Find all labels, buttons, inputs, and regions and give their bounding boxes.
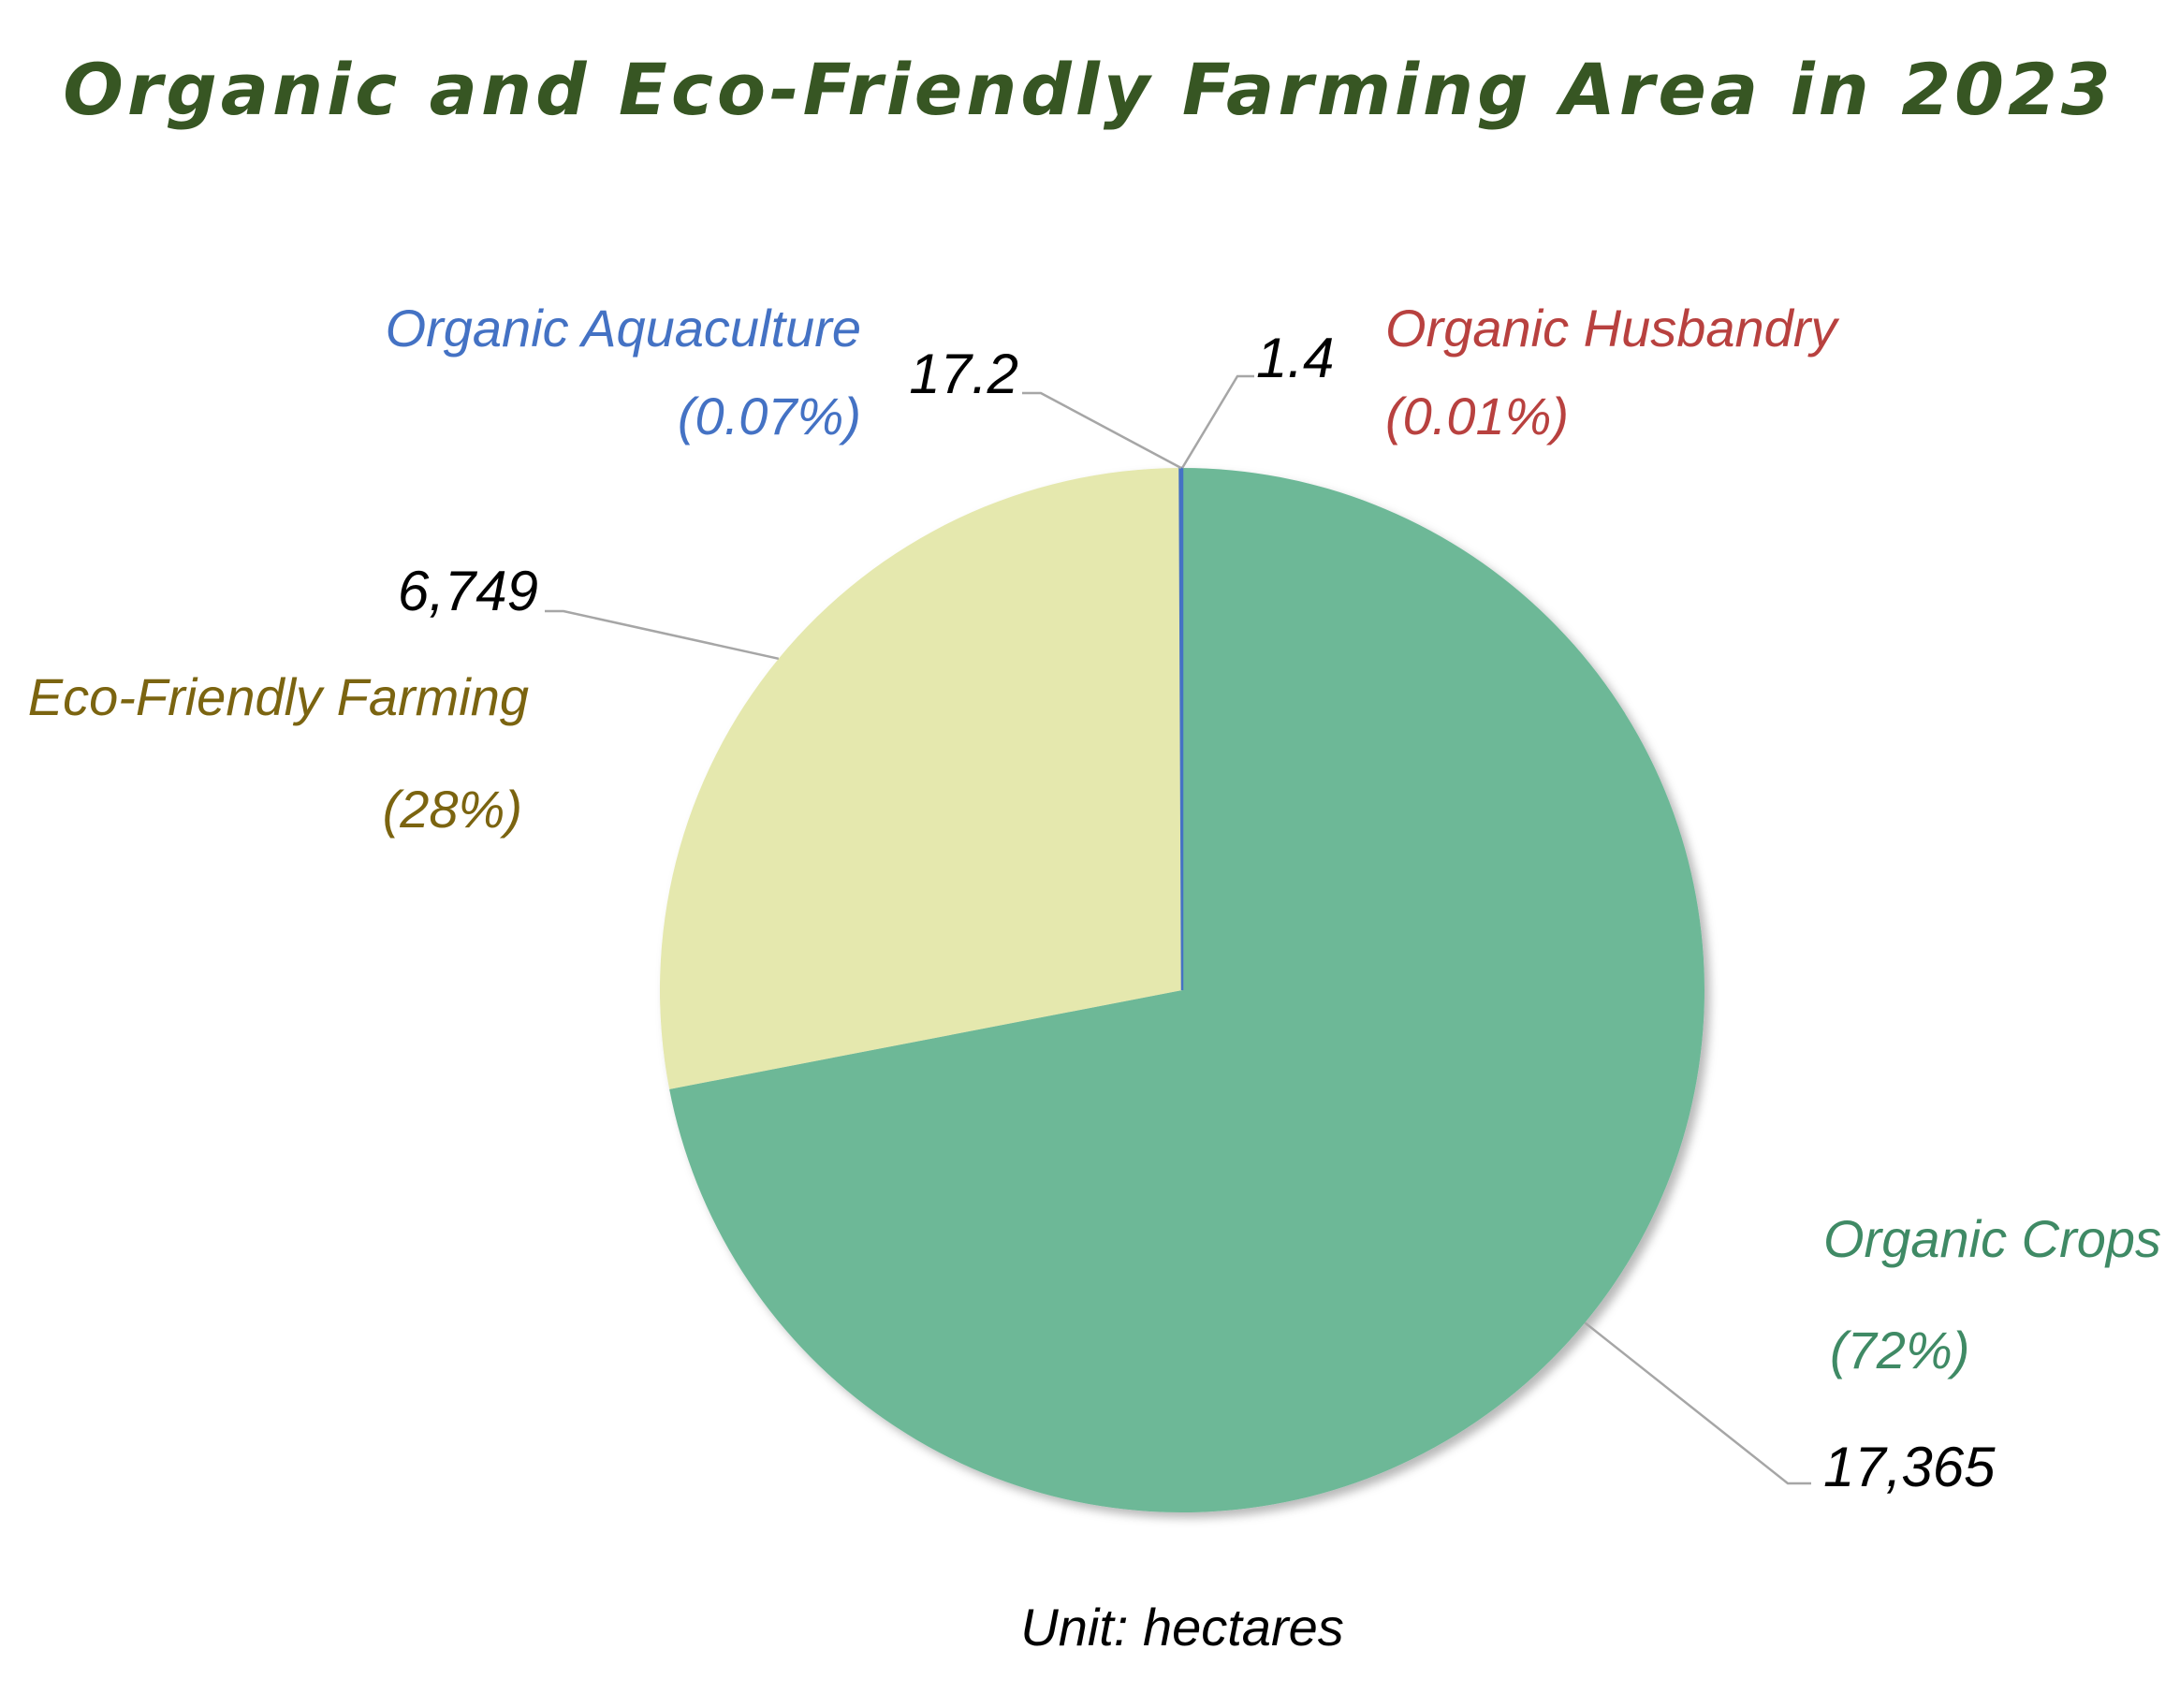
slice-label-organic-husbandry: Organic Husbandry bbox=[1385, 299, 1839, 358]
slice-label-eco-friendly-farming: Eco-Friendly Farming bbox=[28, 667, 529, 726]
slice-value-organic-aquaculture: 17.2 bbox=[909, 343, 1018, 405]
slice-value-organic-husbandry: 1.4 bbox=[1256, 327, 1334, 389]
leader-line-organic-crops bbox=[1584, 1321, 1811, 1485]
slice-label-organic-aquaculture: Organic Aquaculture bbox=[386, 299, 861, 358]
slice-percent-organic-aquaculture: (0.07%) bbox=[678, 387, 861, 445]
slice-value-eco-friendly-farming: 6,749 bbox=[398, 560, 538, 622]
unit-note: Unit: hectares bbox=[1020, 1598, 1344, 1657]
leader-line-organic-aquaculture bbox=[1022, 391, 1182, 470]
leader-line-organic-husbandry bbox=[1181, 374, 1254, 469]
pie-slice-eco-friendly-farming bbox=[660, 468, 1182, 1089]
pie-slices bbox=[660, 466, 1704, 1513]
leader-line-eco-friendly-farming bbox=[545, 609, 780, 661]
slice-percent-eco-friendly-farming: (28%) bbox=[383, 780, 522, 839]
slice-percent-organic-crops: (72%) bbox=[1830, 1321, 1969, 1380]
chart-title: Organic and Eco-Friendly Farming Area in… bbox=[63, 48, 2114, 131]
slice-percent-organic-husbandry: (0.01%) bbox=[1385, 387, 1569, 445]
pie-slice-organic-crops bbox=[669, 468, 1704, 1513]
slice-label-organic-crops: Organic Crops bbox=[1823, 1209, 2161, 1268]
leader-lines bbox=[545, 374, 1811, 1485]
slice-value-organic-crops: 17,365 bbox=[1823, 1436, 1996, 1498]
